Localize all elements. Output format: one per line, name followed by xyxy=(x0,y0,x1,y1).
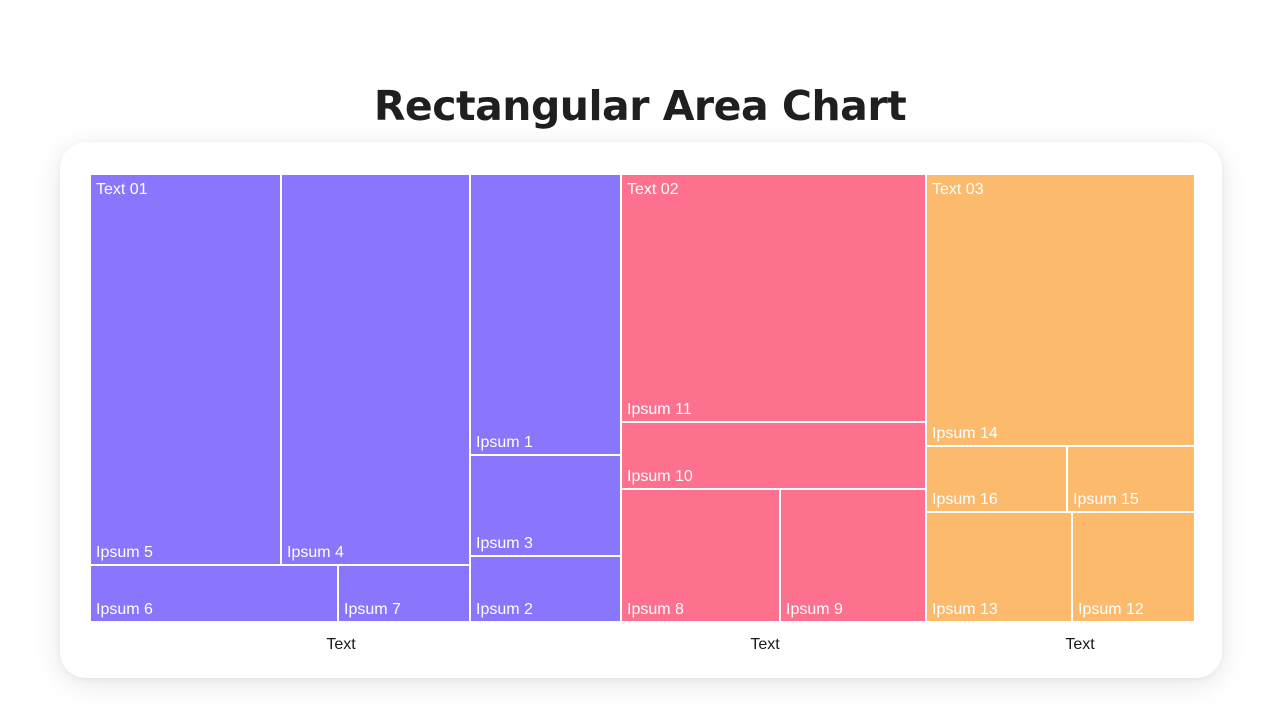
tile-ipsum-4[interactable] xyxy=(280,173,471,566)
tile-ipsum-15[interactable] xyxy=(1066,445,1196,513)
tile-ipsum-9[interactable] xyxy=(779,488,927,623)
tile-ipsum-11[interactable] xyxy=(620,173,927,423)
tile-ipsum-1[interactable] xyxy=(469,173,622,456)
tile-ipsum-16[interactable] xyxy=(925,445,1068,513)
tile-ipsum-2[interactable] xyxy=(469,555,622,623)
page-title: Rectangular Area Chart xyxy=(373,82,907,130)
tile-ipsum-10[interactable] xyxy=(620,421,927,490)
tile-ipsum-14[interactable] xyxy=(925,173,1196,447)
tile-ipsum-13[interactable] xyxy=(925,511,1073,623)
tile-ipsum-3[interactable] xyxy=(469,454,622,557)
tile-ipsum-6[interactable] xyxy=(89,564,339,623)
tile-ipsum-5[interactable] xyxy=(89,173,282,566)
tile-ipsum-12[interactable] xyxy=(1071,511,1196,623)
tile-ipsum-7[interactable] xyxy=(337,564,471,623)
tile-ipsum-8[interactable] xyxy=(620,488,781,623)
